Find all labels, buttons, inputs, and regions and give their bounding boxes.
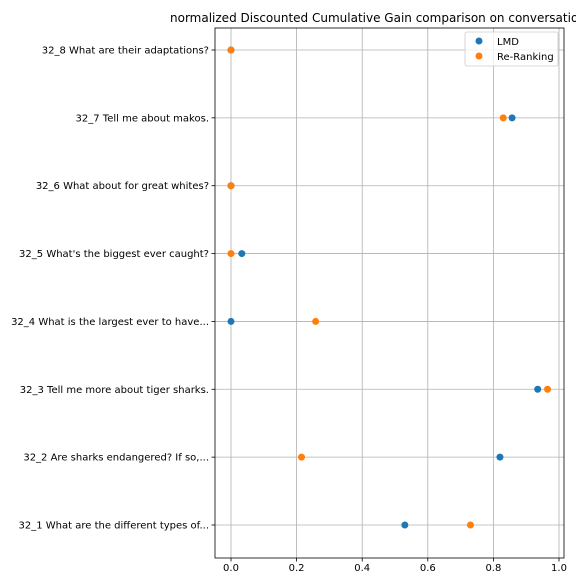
- data-points: [227, 46, 552, 529]
- point-lmd: [496, 453, 504, 461]
- y-tick-label: 32_1 What are the different types of...: [19, 521, 209, 532]
- x-tick-label: 0.6: [420, 563, 436, 574]
- point-re-ranking: [227, 46, 235, 54]
- x-tick-label: 0.2: [289, 563, 305, 574]
- point-re-ranking: [298, 453, 306, 461]
- chart-title: normalized Discounted Cumulative Gain co…: [170, 11, 576, 25]
- x-tick-label: 0.8: [485, 563, 501, 574]
- y-tick-label: 32_4 What is the largest ever to have...: [11, 317, 209, 328]
- plot-frame: [214, 27, 565, 559]
- y-tick-label: 32_6 What about for great whites?: [36, 181, 209, 192]
- point-lmd: [534, 385, 542, 393]
- x-axis-ticks: 0.0 0.2 0.4 0.6 0.8 1.0: [223, 558, 567, 574]
- point-lmd: [508, 114, 516, 122]
- point-re-ranking: [227, 182, 235, 190]
- point-lmd: [227, 317, 235, 325]
- point-re-ranking: [544, 385, 552, 393]
- legend-marker-re-ranking: [475, 52, 483, 60]
- point-re-ranking: [227, 250, 235, 258]
- plot-background: [215, 28, 564, 558]
- y-tick-label: 32_5 What's the biggest ever caught?: [19, 249, 209, 260]
- legend: LMD Re-Ranking: [464, 31, 559, 67]
- point-lmd: [238, 250, 246, 258]
- y-tick-label: 32_8 What are their adaptations?: [42, 46, 209, 57]
- y-tick-label: 32_7 Tell me about makos.: [76, 113, 209, 124]
- point-lmd: [401, 521, 409, 529]
- point-re-ranking: [499, 114, 507, 122]
- legend-box: [464, 31, 559, 67]
- y-axis-ticks: 32_1 What are the different types of... 3…: [11, 46, 215, 532]
- legend-label-lmd: LMD: [497, 37, 519, 48]
- x-tick-label: 0.4: [354, 563, 370, 574]
- legend-label-re-ranking: Re-Ranking: [497, 52, 554, 63]
- x-tick-label: 1.0: [551, 563, 567, 574]
- y-tick-label: 32_3 Tell me more about tiger sharks.: [20, 385, 209, 396]
- point-re-ranking: [466, 521, 474, 529]
- y-tick-label: 32_2 Are sharks endangered? If so,...: [23, 453, 209, 464]
- legend-marker-lmd: [475, 37, 483, 45]
- x-tick-label: 0.0: [223, 563, 239, 574]
- point-re-ranking: [312, 317, 320, 325]
